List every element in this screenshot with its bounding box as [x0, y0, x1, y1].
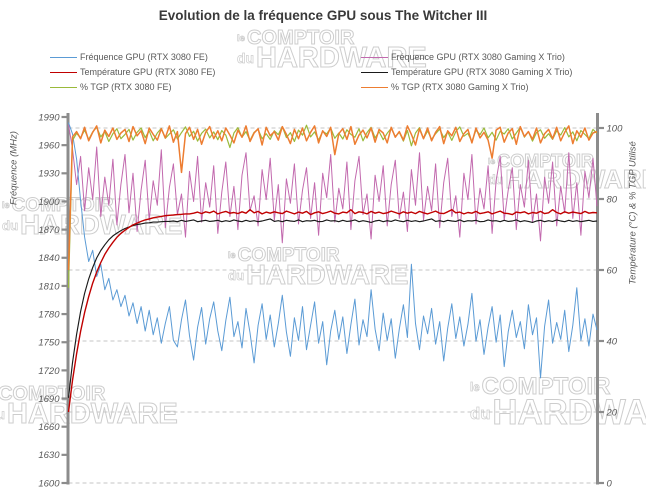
left-axis-tick-label: 1840 [38, 253, 60, 264]
legend-item-temp-trio: Température GPU (RTX 3080 Gaming X Trio) [361, 66, 612, 78]
left-axis-tick-label: 1810 [38, 281, 60, 292]
legend-label: % TGP (RTX 3080 Gaming X Trio) [391, 82, 529, 92]
right-axis-tick-label: 0 [607, 478, 613, 489]
left-axis-title: Fréquence (MHz) [8, 131, 20, 205]
series-line-4 [67, 124, 598, 288]
left-axis-tick-label: 1870 [38, 225, 60, 236]
legend-label: Température GPU (RTX 3080 FE) [80, 67, 216, 77]
legend-swatch-line-icon [361, 71, 388, 73]
legend-label: Fréquence GPU (RTX 3080 Gaming X Trio) [391, 52, 565, 62]
watermark-line2: duHARDWARE [488, 164, 646, 195]
right-axis-tick-label: 100 [607, 123, 624, 134]
left-axis-tick-label: 1900 [38, 197, 60, 208]
left-axis-tick-label: 1930 [38, 169, 60, 180]
watermark-line1: leCOMPTOIR [0, 383, 106, 405]
legend-label: Température GPU (RTX 3080 Gaming X Trio) [391, 67, 573, 77]
left-axis-tick-label: 1600 [38, 478, 60, 489]
right-axis-title: Température (°C) & % TGP Utilisé [627, 141, 639, 285]
watermark-line1: leCOMPTOIR [470, 373, 611, 400]
watermark-line2: duHARDWARE [228, 259, 409, 291]
watermark-line2: duHARDWARE [2, 209, 183, 241]
series-line-3 [67, 218, 598, 398]
watermark-line2: duHARDWARE [0, 398, 178, 430]
legend-swatch-line-icon [50, 56, 77, 58]
left-axis-tick-label: 1990 [38, 112, 60, 123]
left-axis-tick-label: 1690 [38, 394, 60, 405]
legend: Fréquence GPU (RTX 3080 FE) Fréquence GP… [50, 51, 612, 93]
legend-item-tgp-fe: % TGP (RTX 3080 FE) [50, 81, 361, 93]
chart-title: Evolution de la fréquence GPU sous The W… [158, 8, 488, 23]
legend-swatch-line-icon [361, 56, 388, 58]
legend-swatch-line-icon [50, 86, 77, 88]
right-axis-tick-label: 40 [607, 336, 618, 347]
watermark: leCOMPTOIR duHARDWARE [0, 383, 178, 430]
series-line-0 [68, 122, 598, 379]
legend-item-freq-fe: Fréquence GPU (RTX 3080 FE) [50, 51, 361, 63]
watermark-line2: duHARDWARE [470, 392, 646, 432]
legend-label: Fréquence GPU (RTX 3080 FE) [80, 52, 208, 62]
series-line-1 [68, 124, 598, 244]
left-axis-tick-label: 1660 [38, 422, 60, 433]
legend-item-tgp-trio: % TGP (RTX 3080 Gaming X Trio) [361, 81, 612, 93]
legend-item-freq-trio: Fréquence GPU (RTX 3080 Gaming X Trio) [361, 51, 612, 63]
watermark: leCOMPTOIR duHARDWARE [470, 373, 646, 432]
legend-item-temp-fe: Température GPU (RTX 3080 FE) [50, 66, 361, 78]
left-axis-tick-label: 1960 [38, 141, 60, 152]
series-line-2 [67, 208, 598, 413]
legend-swatch-line-icon [361, 86, 388, 88]
right-axis-tick-label: 80 [607, 194, 618, 205]
left-axis-tick-label: 1750 [38, 338, 60, 349]
left-axis-tick-label: 1720 [38, 366, 60, 377]
legend-label: % TGP (RTX 3080 FE) [80, 82, 172, 92]
right-axis-tick-label: 20 [606, 407, 618, 418]
left-axis-tick-label: 1780 [38, 309, 60, 320]
legend-swatch-line-icon [50, 71, 77, 73]
left-axis-tick-label: 1630 [38, 450, 60, 461]
series-line-5 [67, 125, 598, 271]
right-axis-tick-label: 60 [607, 265, 618, 276]
